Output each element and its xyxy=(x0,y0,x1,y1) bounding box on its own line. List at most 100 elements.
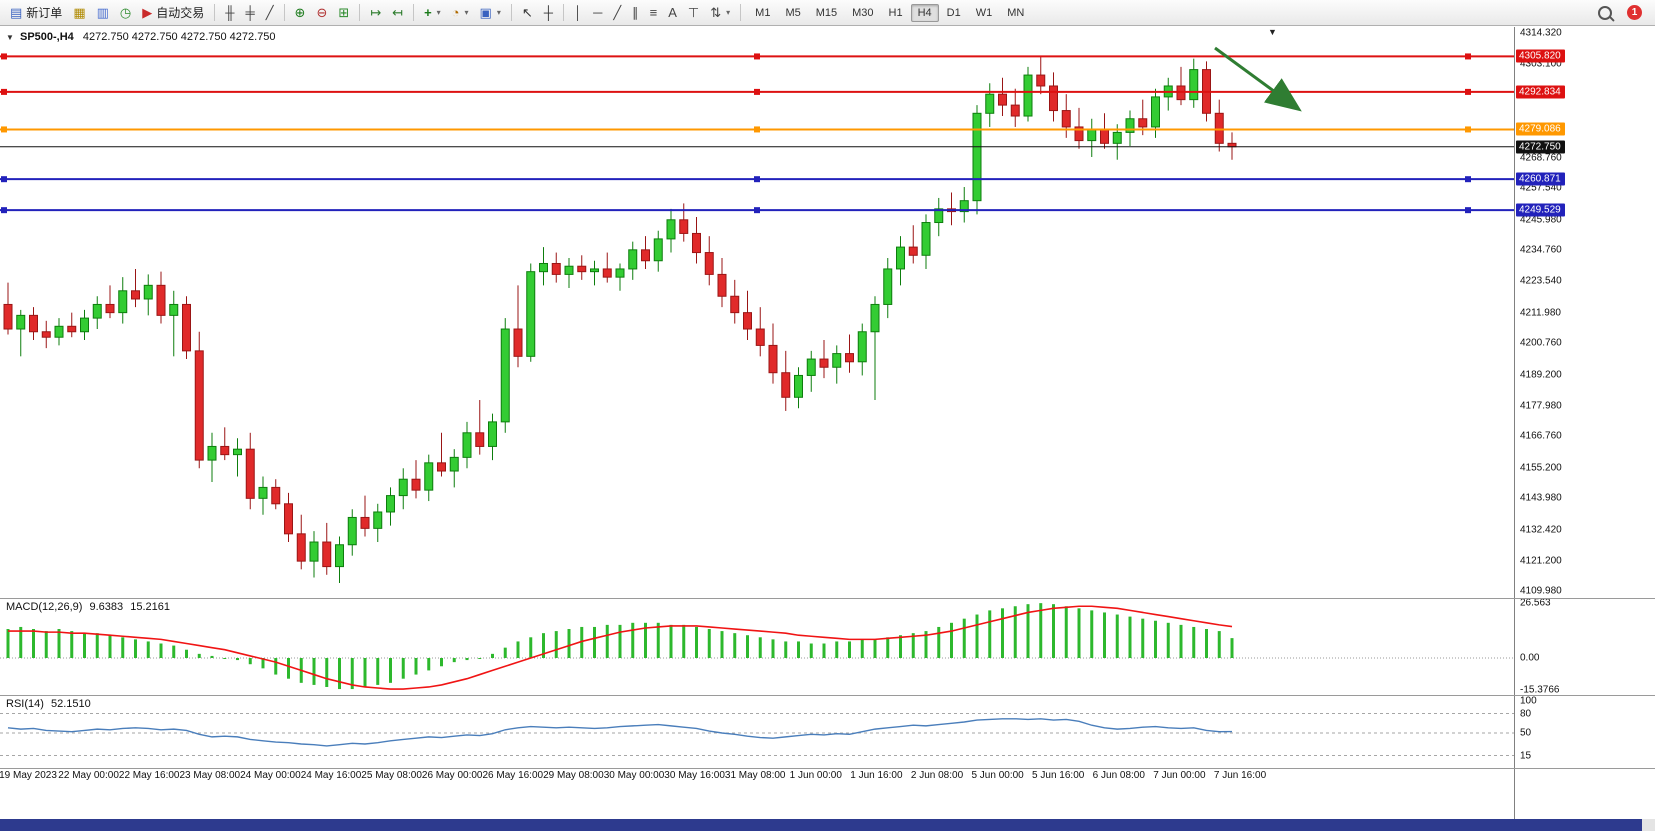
time-axis-label: 5 Jun 16:00 xyxy=(1032,770,1085,781)
chart-shift-button[interactable]: ↦ xyxy=(365,4,386,21)
new-order-button[interactable]: ▤ 新订单 xyxy=(5,2,67,23)
cursor-tool-button[interactable]: ↖ xyxy=(517,4,538,21)
zoom-in-icon: ⊕ xyxy=(294,5,306,20)
crosshair-tool-button[interactable]: ┼ xyxy=(539,4,558,21)
market-watch-button[interactable]: ▥ xyxy=(92,4,114,21)
price-axis-label: 4200.760 xyxy=(1520,337,1562,349)
rsi-axis-label: 15 xyxy=(1520,750,1532,762)
text-tool-button[interactable]: A xyxy=(663,4,682,21)
channel-tool-button[interactable]: ∥ xyxy=(627,4,644,21)
pane-separator[interactable] xyxy=(0,598,1655,599)
price-axis-label: 4189.200 xyxy=(1520,369,1562,381)
main-chart-canvas[interactable] xyxy=(0,27,1514,598)
rsi-value: 52.1510 xyxy=(50,698,91,710)
templates-button[interactable]: ▣ ▾ xyxy=(475,4,506,21)
macd-name: MACD(12,26,9) xyxy=(6,601,83,613)
price-axis-label: 4155.200 xyxy=(1520,462,1562,474)
search-icon xyxy=(1598,5,1612,20)
timeframe-m1[interactable]: M1 xyxy=(755,6,771,19)
vertical-line-tool-button[interactable]: │ xyxy=(569,4,587,21)
time-axis-label: 29 May 08:00 xyxy=(543,770,604,781)
time-axis-label: 6 Jun 08:00 xyxy=(1092,770,1145,781)
fibonacci-tool-button[interactable]: ≡ xyxy=(645,4,663,21)
time-axis-label: 24 May 16:00 xyxy=(300,770,362,781)
caret-icon: ▾ xyxy=(464,8,469,17)
market-watch-icon: ▥ xyxy=(96,5,109,20)
rsi-axis-label: 50 xyxy=(1520,727,1532,739)
scroll-to-end-marker[interactable]: ▼ xyxy=(1268,27,1277,37)
price-axis-label: 4268.760 xyxy=(1520,152,1562,164)
trend-lines[interactable] xyxy=(0,53,1514,214)
time-axis-label: 22 May 16:00 xyxy=(118,770,180,781)
rsi-name: RSI(14) xyxy=(6,698,44,710)
time-axis-label: 26 May 16:00 xyxy=(482,770,544,781)
periods-button[interactable]: ◔ ▾ xyxy=(447,4,474,21)
timeframe-h1[interactable]: H1 xyxy=(888,6,903,19)
scrollbar-thumb[interactable] xyxy=(0,819,1642,831)
candlestick-type-button[interactable]: ╪ xyxy=(240,4,259,21)
hline-price-tag: 4279.086 xyxy=(1516,122,1565,136)
timeframe-h4[interactable]: H4 xyxy=(910,3,939,22)
macd-main-value: 9.6383 xyxy=(89,601,124,613)
pane-separator[interactable] xyxy=(0,695,1655,696)
time-axis-label: 31 May 08:00 xyxy=(724,770,786,781)
rsi-axis-label: 100 xyxy=(1520,695,1537,707)
timeframe-w1[interactable]: W1 xyxy=(975,6,993,19)
tile-windows-button[interactable]: ⊞ xyxy=(333,4,354,21)
chart-shift-icon: ↦ xyxy=(370,5,382,20)
timeframe-mn[interactable]: MN xyxy=(1007,6,1025,19)
price-axis-label: 4121.200 xyxy=(1520,555,1562,567)
charts-button[interactable]: ▦ xyxy=(68,4,90,21)
ohlc-values: 4272.750 4272.750 4272.750 4272.750 xyxy=(82,31,276,43)
cursor-icon: ↖ xyxy=(521,5,533,20)
templates-icon: ▣ xyxy=(479,5,492,20)
rsi-label: RSI(14) 52.1510 xyxy=(6,698,91,710)
macd-axis-label: 26.563 xyxy=(1520,597,1551,609)
toolbar-right-group: 1 xyxy=(1593,4,1650,22)
timeframe-d1[interactable]: D1 xyxy=(946,6,961,19)
annotation-arrow[interactable] xyxy=(1214,46,1302,112)
time-axis-label: 1 Jun 16:00 xyxy=(850,770,903,781)
time-axis[interactable]: 19 May 2023 22 May 00:00 22 May 16:00 23 Ma… xyxy=(0,770,1514,784)
time-axis-label: 19 May 2023 xyxy=(0,770,57,781)
pane-separator xyxy=(0,768,1655,769)
auto-scroll-button[interactable]: ↤ xyxy=(387,4,408,21)
alerts-icon: ◷ xyxy=(119,5,132,20)
rsi-pane-canvas[interactable] xyxy=(0,697,1514,767)
notification-badge[interactable]: 1 xyxy=(1627,5,1642,20)
time-axis-label: 30 May 16:00 xyxy=(664,770,725,781)
time-axis-label: 7 Jun 16:00 xyxy=(1213,770,1267,781)
rsi-axis-label: 80 xyxy=(1520,708,1532,720)
macd-label: MACD(12,26,9) 9.6383 15.2161 xyxy=(6,601,170,613)
search-button[interactable] xyxy=(1593,4,1617,22)
timeframe-m15[interactable]: M15 xyxy=(815,6,838,19)
text-label-tool-button[interactable]: ⊤ xyxy=(683,4,704,21)
text-label-icon: ⊤ xyxy=(687,5,700,20)
time-axis-label: 23 May 08:00 xyxy=(179,770,241,781)
zoom-out-button[interactable]: ⊖ xyxy=(311,4,332,21)
timeframe-buttons: M1 M5 M15 M30 H1 H4 D1 W1 MN xyxy=(748,3,1031,22)
arrows-tool-button[interactable]: ⇅ ▾ xyxy=(705,4,735,21)
hline-price-tag: 4249.529 xyxy=(1516,203,1565,217)
timeframe-m5[interactable]: M5 xyxy=(785,6,801,19)
crosshair-icon: ┼ xyxy=(543,5,553,20)
charts-icon: ▦ xyxy=(73,5,86,20)
horizontal-line-tool-button[interactable]: ─ xyxy=(588,4,607,21)
macd-pane-canvas[interactable] xyxy=(0,600,1514,694)
line-chart-type-button[interactable]: ╱ xyxy=(261,4,279,21)
price-axis-label: 4166.760 xyxy=(1520,430,1562,442)
zoom-in-button[interactable]: ⊕ xyxy=(290,4,311,21)
horizontal-scrollbar[interactable] xyxy=(0,819,1655,831)
add-indicator-button[interactable]: + ▾ xyxy=(419,4,446,21)
bar-chart-type-button[interactable]: ╫ xyxy=(220,4,239,21)
candles xyxy=(3,55,1237,583)
macd-axis-label: -15.3766 xyxy=(1520,684,1560,696)
caret-icon: ▾ xyxy=(496,8,501,17)
timeframe-m30[interactable]: M30 xyxy=(852,6,874,19)
price-axis[interactable]: 4314.320 4303.100 4268.760 4257.540 4245.980… xyxy=(1514,27,1655,819)
autotrading-button[interactable]: ▶ 自动交易 xyxy=(137,2,209,23)
autotrading-icon: ▶ xyxy=(142,5,153,20)
trendline-tool-button[interactable]: ╱ xyxy=(608,4,626,21)
alerts-button[interactable]: ◷ xyxy=(115,4,136,21)
auto-scroll-icon: ↤ xyxy=(392,5,404,20)
